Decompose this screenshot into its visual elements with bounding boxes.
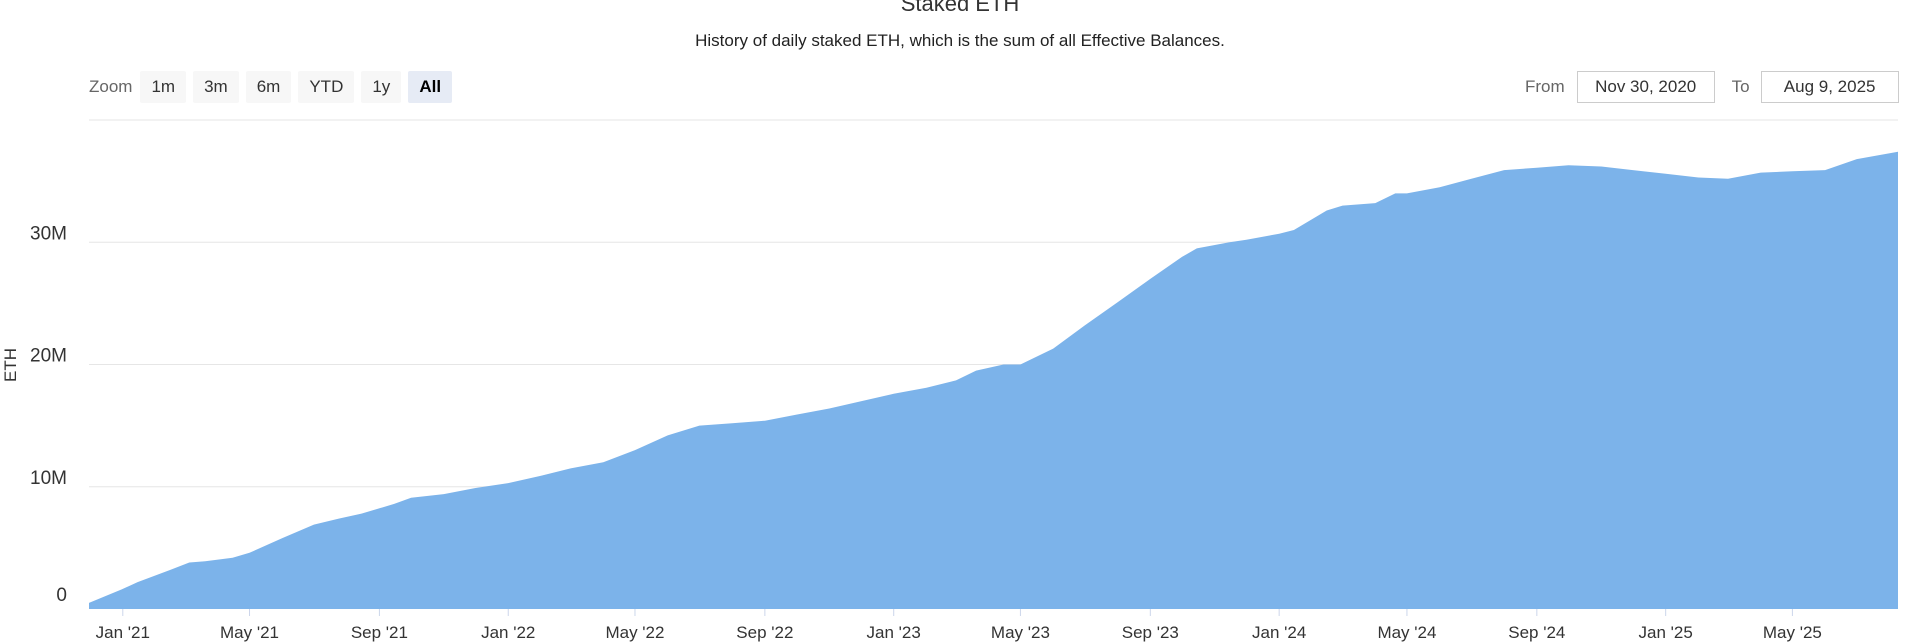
zoom-6m-button[interactable]: 6m	[245, 71, 292, 103]
x-tick-label: Sep '23	[1122, 623, 1179, 642]
x-tick-label: Jan '24	[1252, 623, 1306, 642]
x-axis-ticks: Jan '21 May '21 Sep '21 Jan '22 May '22 Sep '…	[96, 609, 1822, 642]
y-axis-ticks: 0 10M 20M 30M	[30, 223, 67, 606]
zoom-label: Zoom	[89, 77, 133, 96]
y-tick-label: 0	[56, 585, 67, 606]
x-tick-label: Sep '22	[736, 623, 793, 642]
staked-eth-area	[89, 151, 1898, 610]
chart-subtitle: History of daily staked ETH, which is th…	[695, 31, 1225, 50]
x-tick-label: May '21	[220, 623, 279, 642]
x-tick-label: Sep '24	[1508, 623, 1565, 642]
x-tick-label: May '22	[605, 623, 664, 642]
zoom-1y-button[interactable]: 1y	[361, 71, 402, 103]
date-range: From Nov 30, 2020 To Aug 9, 2025	[1525, 71, 1899, 103]
chart-title: Staked ETH	[900, 0, 1020, 16]
y-axis-title: ETH	[1, 348, 20, 382]
zoom-controls: Zoom 1m 3m 6m YTD 1y All	[89, 71, 459, 103]
y-tick-label: 30M	[30, 223, 67, 244]
zoom-all-button[interactable]: All	[408, 71, 453, 103]
x-tick-label: May '24	[1377, 623, 1436, 642]
x-tick-label: Sep '21	[351, 623, 408, 642]
to-label: To	[1731, 77, 1750, 96]
zoom-3m-button[interactable]: 3m	[193, 71, 239, 103]
zoom-1m-button[interactable]: 1m	[140, 71, 187, 103]
from-label: From	[1525, 77, 1565, 96]
x-tick-label: May '25	[1763, 623, 1822, 642]
x-tick-label: Jan '22	[481, 623, 535, 642]
x-tick-label: May '23	[991, 623, 1050, 642]
to-date-input[interactable]: Aug 9, 2025	[1760, 71, 1899, 103]
x-tick-label: Jan '25	[1639, 623, 1693, 642]
from-date-input[interactable]: Nov 30, 2020	[1576, 71, 1715, 103]
y-tick-label: 20M	[30, 346, 67, 367]
x-tick-label: Jan '23	[867, 623, 921, 642]
x-tick-label: Jan '21	[96, 623, 150, 642]
y-tick-label: 10M	[30, 468, 67, 489]
zoom-ytd-button[interactable]: YTD	[298, 71, 355, 103]
